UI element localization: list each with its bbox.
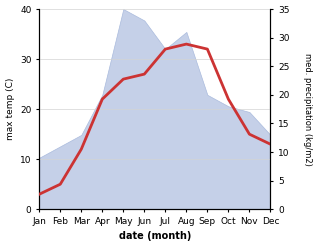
- X-axis label: date (month): date (month): [119, 231, 191, 242]
- Y-axis label: max temp (C): max temp (C): [5, 78, 15, 140]
- Y-axis label: med. precipitation (kg/m2): med. precipitation (kg/m2): [303, 53, 313, 165]
